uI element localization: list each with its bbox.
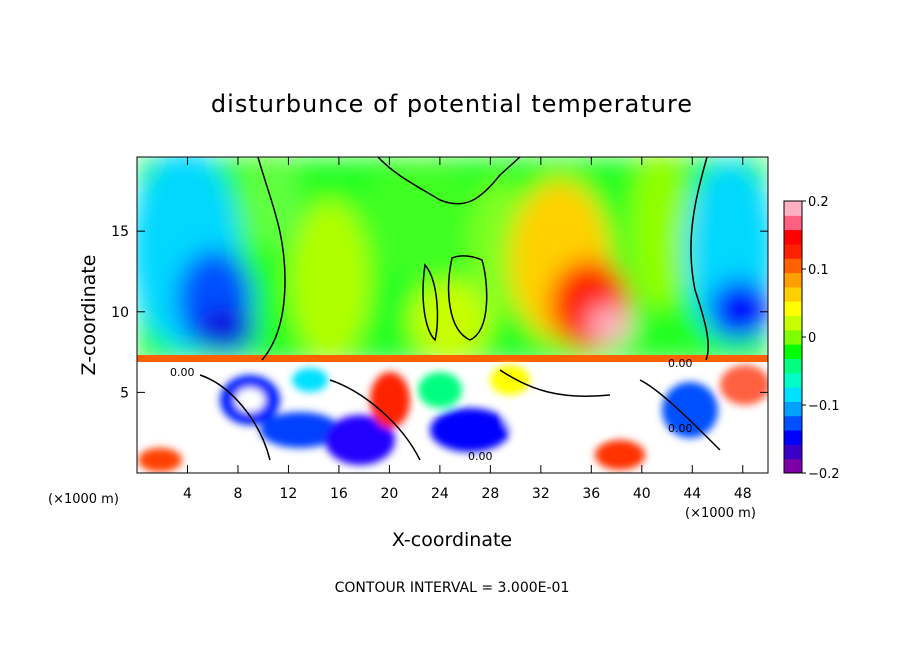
x-tick-label: 20 [380,486,398,502]
colorbar-ticks: 0.2 0.1 0 −0.1 −0.2 [802,195,840,482]
x-tick-label: 12 [280,486,298,502]
x-tick-label: 8 [233,486,242,502]
y-axis-label: Z-coordinate [78,255,100,376]
contour-lines [199,157,721,461]
y-tick-label: 10 [111,305,129,321]
x-tick-label: 4 [183,486,192,502]
y-tick-label: 15 [111,224,129,240]
contour-label: 0.00 [170,366,195,379]
colorbar-band [784,329,802,345]
contour-label: 0.00 [668,357,693,370]
x-axis-ticks: 4 8 12 16 20 24 28 32 36 40 44 48 [183,157,752,502]
colorbar-band [784,401,802,417]
contour-label: 0.00 [468,450,493,463]
x-tick-label: 16 [330,486,348,502]
colorbar-band [784,315,802,331]
x-tick-label: 36 [582,486,600,502]
plot-frame [136,156,769,474]
colorbar-tick-label: 0.2 [808,195,829,210]
colorbar-band [784,258,802,274]
x-tick-label: 24 [431,486,449,502]
colorbar-tick-label: −0.2 [808,467,840,482]
colorbar: 0.2 0.1 0 −0.1 −0.2 [783,195,840,482]
x-tick-label: 28 [481,486,499,502]
colorbar-band [784,215,802,231]
y-tick-label: 5 [120,385,129,401]
x-axis-label: X-coordinate [392,529,512,551]
chart-title: disturbunce of potential temperature [211,90,693,118]
colorbar-band [784,372,802,388]
colorbar-band [784,344,802,359]
x-unit-label-right: (×1000 m) [685,506,756,521]
colorbar-band [784,243,802,259]
contour-label: 0.00 [668,422,693,435]
colorbar-band [784,229,802,245]
contour-interval-note: CONTOUR INTERVAL = 3.000E-01 [335,580,570,596]
colorbar-band [784,387,802,402]
colorbar-tick-label: −0.1 [808,399,840,414]
colorbar-band [784,358,802,374]
colorbar-band [784,301,802,317]
colorbar-tick-label: 0 [808,331,816,346]
colorbar-bands [784,201,802,474]
colorbar-tick-label: 0.1 [808,263,829,278]
x-tick-label: 32 [532,486,550,502]
y-axis-ticks: 5 10 15 [111,224,768,401]
colorbar-band [784,458,802,474]
colorbar-band [784,415,802,431]
x-tick-label: 48 [734,486,752,502]
lower-field [137,362,768,473]
colorbar-band [784,430,802,445]
colorbar-band [784,272,802,288]
upper-field [137,157,768,362]
x-tick-label: 44 [683,486,701,502]
x-unit-label-left: (×1000 m) [48,492,119,507]
x-tick-label: 40 [633,486,651,502]
colorbar-band [784,201,802,216]
colorbar-band [784,286,802,302]
boundary-layer-band [137,355,768,362]
colorbar-band [784,444,802,460]
plot-area: 0.00 0.00 0.00 0.00 [136,156,769,474]
